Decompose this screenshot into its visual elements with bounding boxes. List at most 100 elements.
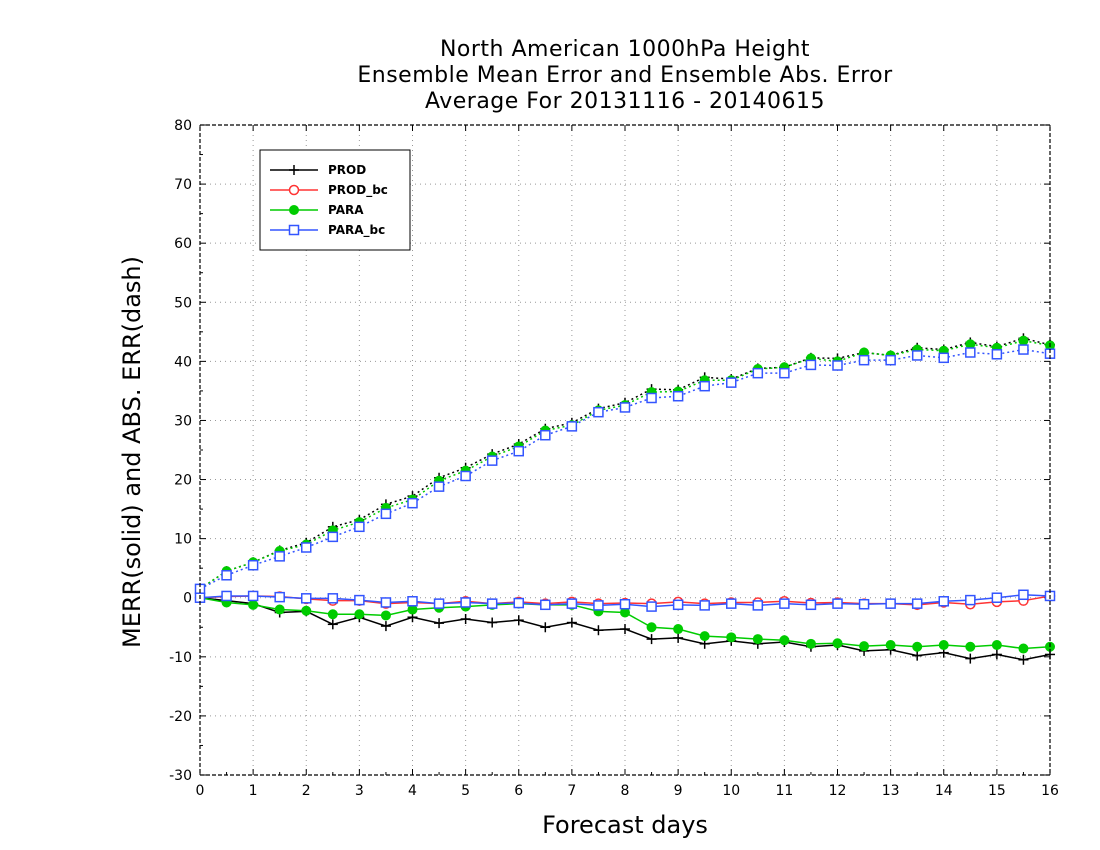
series-PARA_bc-abserr-point — [938, 352, 949, 364]
series-PARA_bc-abserr-point — [726, 377, 737, 388]
series-PROD-merr-point — [380, 621, 391, 632]
series-PARA_bc-merr-point — [619, 598, 631, 610]
y-tick-label: 80 — [174, 118, 192, 134]
series-PROD-merr-point — [540, 622, 551, 633]
series-PARA_bc-merr-point — [221, 590, 232, 602]
x-tick-label: 11 — [775, 783, 793, 799]
series-PROD-merr-point — [646, 634, 657, 645]
series-PROD-abserr-line — [199, 337, 1051, 590]
series-PARA_bc-merr-point — [407, 596, 418, 607]
series-PARA_bc-abserr-point — [699, 380, 710, 392]
series-PARA_bc-abserr-point — [433, 481, 445, 492]
series-PARA_bc-abserr-line — [199, 348, 1051, 590]
x-tick-label: 16 — [1041, 783, 1059, 799]
series-PARA_bc-abserr-point — [1018, 344, 1029, 355]
series-PARA_bc-merr-point — [460, 597, 471, 608]
x-tick-label: 15 — [988, 783, 1006, 799]
y-tick-label: -30 — [169, 768, 192, 784]
legend-box — [259, 149, 411, 251]
series-PARA_bc-abserr-point — [752, 367, 764, 379]
y-tick-label: 60 — [174, 236, 192, 252]
series-PARA_bc-merr-point — [699, 600, 710, 611]
series-PARA-merr-point — [965, 641, 976, 652]
y-tick-label: 10 — [174, 532, 192, 548]
series-PARA_bc-merr-point — [991, 592, 1003, 603]
series-PARA_bc-merr-point — [354, 594, 365, 606]
series-PARA_bc-abserr-point — [646, 392, 657, 404]
axis-ticks: 0 1 2 3 4 5 6 7 8 9 10 11 12 13 14 15 16-30-20-100102030… — [169, 118, 1059, 799]
series-PARA_bc-merr-point — [726, 598, 737, 609]
series-PROD-merr-point — [593, 625, 604, 636]
series-PROD-merr-point — [991, 649, 1002, 660]
series-PARA_bc-merr-point — [433, 598, 445, 609]
x-tick-label: 1 — [249, 783, 258, 799]
series-PROD-merr-point — [620, 624, 630, 635]
series-PARA_bc-abserr-point — [301, 542, 312, 553]
series-PROD-merr-point — [1018, 654, 1029, 665]
series-PARA_bc-merr-point — [885, 598, 896, 609]
series-PARA_bc-abserr-point — [965, 347, 976, 358]
legend-label-PROD: PROD — [328, 163, 366, 177]
series-PARA-merr-point — [885, 640, 896, 650]
series-PARA-merr-point — [779, 635, 790, 646]
chart-title-line-1: North American 1000hPa Height — [439, 37, 811, 62]
series-PARA_bc-merr-point — [247, 590, 259, 602]
series-PARA_bc-merr-point — [805, 599, 817, 611]
x-tick-label: 10 — [722, 783, 740, 799]
x-tick-label: 8 — [621, 783, 630, 799]
series-PARA_bc-abserr-point — [991, 349, 1003, 360]
series-PROD-merr-point — [566, 617, 577, 628]
y-tick-label: -20 — [169, 709, 192, 725]
x-tick-label: 5 — [461, 783, 470, 799]
y-tick-label: 70 — [174, 177, 192, 193]
series-PARA_bc-abserr-point — [858, 354, 870, 366]
series-PARA_bc-abserr-point — [247, 559, 259, 571]
series-PARA_bc-merr-point — [513, 597, 524, 609]
series-PARA-merr-point — [380, 610, 391, 621]
series-PARA_bc-abserr-point — [380, 508, 392, 520]
series-PARA-merr-point — [859, 641, 870, 652]
series-PARA_bc-abserr-point — [619, 402, 631, 413]
series-PARA_bc-merr-point — [540, 599, 551, 611]
series-PARA-abserr-point — [1018, 335, 1029, 346]
legend-label-PROD_bc: PROD_bc — [328, 183, 388, 198]
series-PROD-merr-point — [487, 617, 498, 628]
series-lines — [194, 333, 1056, 665]
series-PARA_bc-abserr-point — [327, 531, 339, 543]
series-PARA-merr-point — [726, 632, 737, 643]
x-tick-label: 7 — [567, 783, 576, 799]
series-PARA_bc-abserr-point — [460, 470, 471, 482]
legend-marker-PARA — [289, 205, 299, 215]
series-PARA_bc-merr-point — [965, 594, 976, 606]
series-PROD-merr-point — [673, 632, 684, 643]
series-PARA_bc-abserr-point — [407, 497, 418, 509]
x-tick-label: 12 — [829, 783, 847, 799]
legend: PROD PROD_bc PARA PARA_bc — [259, 149, 411, 251]
series-PARA_bc-merr-point — [779, 598, 790, 609]
chart-title-line-2: Ensemble Mean Error and Ensemble Abs. Er… — [357, 63, 893, 88]
series-PARA_bc-merr-point — [858, 598, 870, 610]
series-PARA_bc-merr-point — [301, 593, 312, 604]
series-PARA_bc-abserr-point — [805, 359, 817, 371]
series-PARA_bc-abserr-point — [672, 390, 684, 402]
series-PARA-merr-point — [832, 638, 843, 649]
y-tick-label: 0 — [183, 591, 192, 607]
series-PARA_bc-merr-point — [274, 591, 285, 603]
series-PARA_bc-merr-point — [938, 596, 949, 607]
series-PARA_bc-abserr-point — [566, 421, 578, 432]
series-PARA-merr-point — [912, 641, 923, 652]
series-PARA_bc-abserr-point — [832, 360, 843, 371]
series-PARA_bc-merr-point — [911, 598, 923, 609]
x-tick-label: 0 — [196, 783, 205, 799]
series-PARA-merr-point — [327, 609, 338, 620]
legend-marker-PARA_bc — [288, 224, 300, 236]
series-PARA_bc-merr-point — [832, 598, 843, 609]
y-tick-label: 40 — [174, 354, 192, 370]
series-PARA-merr-point — [673, 624, 684, 635]
series-PARA-merr-point — [354, 609, 365, 620]
series-PARA_bc-merr-point — [380, 597, 392, 608]
series-PARA_bc-merr-point — [486, 598, 498, 609]
legend-marker-PROD_bc — [288, 184, 300, 196]
series-PARA-merr-point — [805, 638, 816, 649]
